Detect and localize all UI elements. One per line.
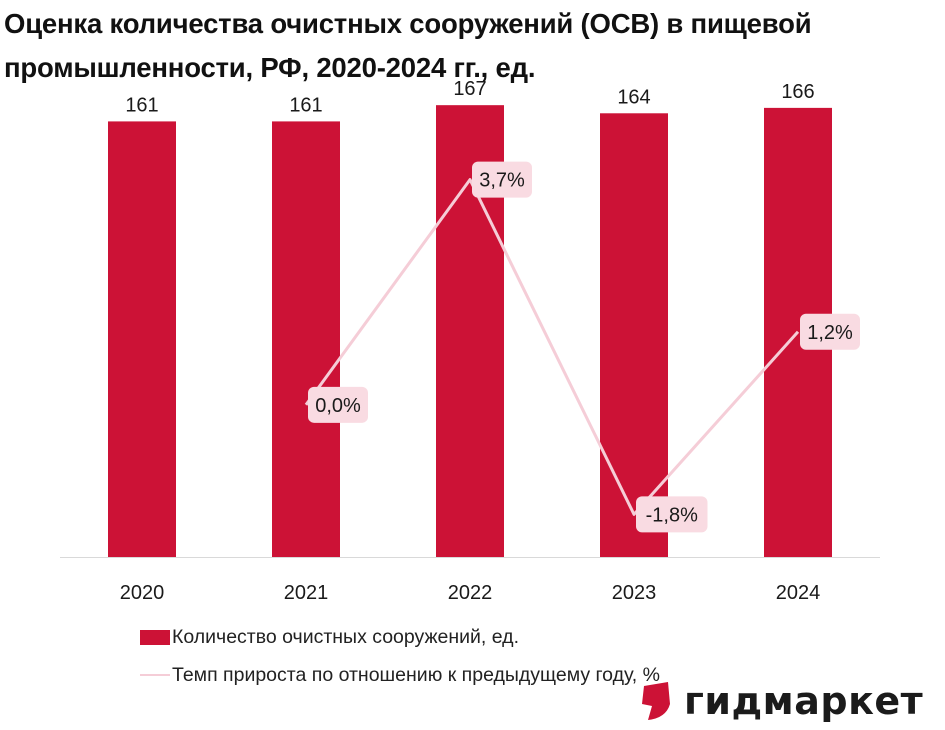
bar-value-label-2024: 166 (781, 81, 814, 103)
bar-value-label-2022: 167 (453, 78, 486, 100)
bar-2023 (600, 113, 668, 558)
growth-label-box-2022 (472, 161, 532, 198)
chart-title-line-1: Оценка количества очистных сооружений (О… (4, 8, 812, 39)
growth-label-2021: 0,0% (315, 395, 361, 417)
growth-label-2023: -1,8% (646, 504, 698, 526)
legend: Количество очистных сооружений, ед. Темп… (140, 618, 660, 694)
chart-canvas: 161 2020 161 2021 167 2022 164 2023 166 2024 0,0% 3… (60, 78, 880, 604)
chart-title-line-2: промышленности, РФ, 2020-2024 гг., ед. (4, 52, 536, 83)
legend-bar-label: Количество очистных сооружений, ед. (172, 625, 519, 648)
growth-label-box-2021 (308, 386, 368, 423)
bar-value-label-2023: 164 (617, 86, 650, 108)
x-tick-label-2021: 2021 (284, 582, 329, 604)
growth-label-2024: 1,2% (807, 322, 853, 344)
bar-2020 (108, 121, 176, 558)
x-tick-label-2023: 2023 (612, 582, 657, 604)
chart-title: Оценка количества очистных сооружений (О… (4, 2, 939, 90)
legend-line-label: Темп прироста по отношению к предыдущему… (172, 663, 660, 686)
growth-rate-line (304, 178, 800, 516)
legend-bar-swatch (140, 629, 170, 645)
legend-line-swatch (140, 674, 170, 676)
bar-2021 (272, 121, 340, 558)
logo-text: гидмаркет (684, 679, 924, 723)
brand-logo: гидмаркет (638, 680, 923, 722)
x-tick-label-2024: 2024 (776, 582, 821, 604)
gidmarket-logo-icon (642, 682, 670, 720)
x-tick-label-2020: 2020 (120, 582, 165, 604)
legend-item-line: Темп прироста по отношению к предыдущему… (140, 656, 660, 694)
bar-value-label-2020: 161 (125, 94, 158, 116)
growth-label-box-2024 (800, 313, 860, 350)
legend-item-bars: Количество очистных сооружений, ед. (140, 618, 660, 656)
x-tick-label-2022: 2022 (448, 582, 493, 604)
growth-label-2022: 3,7% (479, 170, 525, 192)
growth-label-box-2023 (636, 496, 708, 533)
bar-value-label-2021: 161 (289, 94, 322, 116)
